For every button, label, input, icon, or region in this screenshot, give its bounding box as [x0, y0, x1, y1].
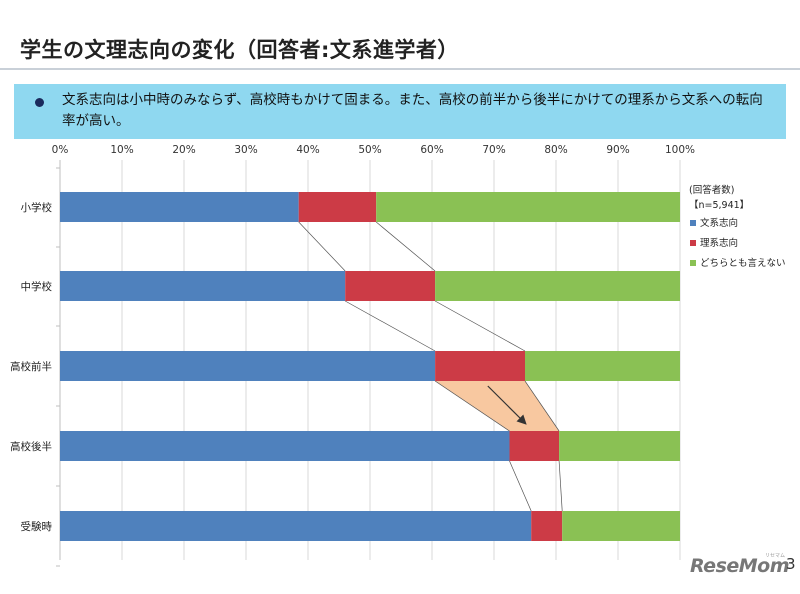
bar-segment [345, 271, 436, 301]
category-label: 高校前半 [10, 360, 52, 373]
bar-segment [60, 511, 532, 541]
respondents-count: 【n=5,941】 [689, 200, 749, 211]
bar-segment [60, 431, 510, 461]
connector-line [524, 380, 560, 432]
x-tick-label: 10% [110, 144, 133, 156]
x-tick-label: 0% [52, 144, 69, 156]
page-number: 3 [786, 555, 796, 573]
bar-segment [60, 351, 436, 381]
x-tick-label: 90% [606, 144, 629, 156]
bar-segment [60, 271, 346, 301]
x-tick-label: 40% [296, 144, 319, 156]
shift-arrow [487, 385, 527, 425]
x-tick-label: 70% [482, 144, 505, 156]
legend-swatch [690, 240, 696, 246]
category-label: 高校後半 [10, 440, 52, 453]
x-tick-label: 100% [665, 144, 695, 156]
connector-line [434, 380, 510, 432]
connector-line [558, 460, 563, 512]
category-label: 受験時 [21, 520, 53, 533]
bar-segment [509, 431, 560, 461]
connector-line [345, 300, 436, 352]
bullet-icon [35, 98, 44, 107]
bar-segment [435, 271, 680, 301]
respondents-label: (回答者数) [689, 184, 734, 196]
legend-label: どちらとも言えない [700, 257, 786, 269]
bar-segment [298, 192, 377, 222]
x-tick-label: 80% [544, 144, 567, 156]
resemom-logo: ReseMom [690, 555, 790, 577]
connector-line [298, 221, 346, 272]
x-tick-label: 60% [420, 144, 443, 156]
connector-line [509, 460, 532, 512]
category-label: 中学校 [21, 280, 53, 293]
x-tick-label: 20% [172, 144, 195, 156]
summary-box: 文系志向は小中時のみならず、高校時もかけて固まる。また、高校の前半から後半にかけ… [14, 84, 786, 139]
page-title: 学生の文理志向の変化（回答者:文系進学者） [20, 38, 459, 62]
connector-line [434, 300, 526, 352]
bar-segment [562, 511, 680, 541]
legend-label: 理系志向 [700, 237, 738, 249]
logo-ruby: リセマム [765, 553, 786, 559]
transition-highlight [435, 381, 560, 431]
bar-segment [525, 351, 680, 381]
connector-line [375, 221, 436, 272]
bar-segment [531, 511, 563, 541]
title-divider [0, 68, 800, 70]
legend-swatch [690, 260, 696, 266]
legend-label: 文系志向 [700, 217, 738, 229]
bar-segment [60, 192, 299, 222]
bar-segment [376, 192, 680, 222]
summary-text: 文系志向は小中時のみならず、高校時もかけて固まる。また、高校の前半から後半にかけ… [62, 92, 763, 129]
legend-swatch [690, 220, 696, 226]
x-tick-label: 50% [358, 144, 381, 156]
bar-segment [559, 431, 680, 461]
bar-segment [435, 351, 525, 381]
x-tick-label: 30% [234, 144, 257, 156]
category-label: 小学校 [21, 201, 53, 214]
